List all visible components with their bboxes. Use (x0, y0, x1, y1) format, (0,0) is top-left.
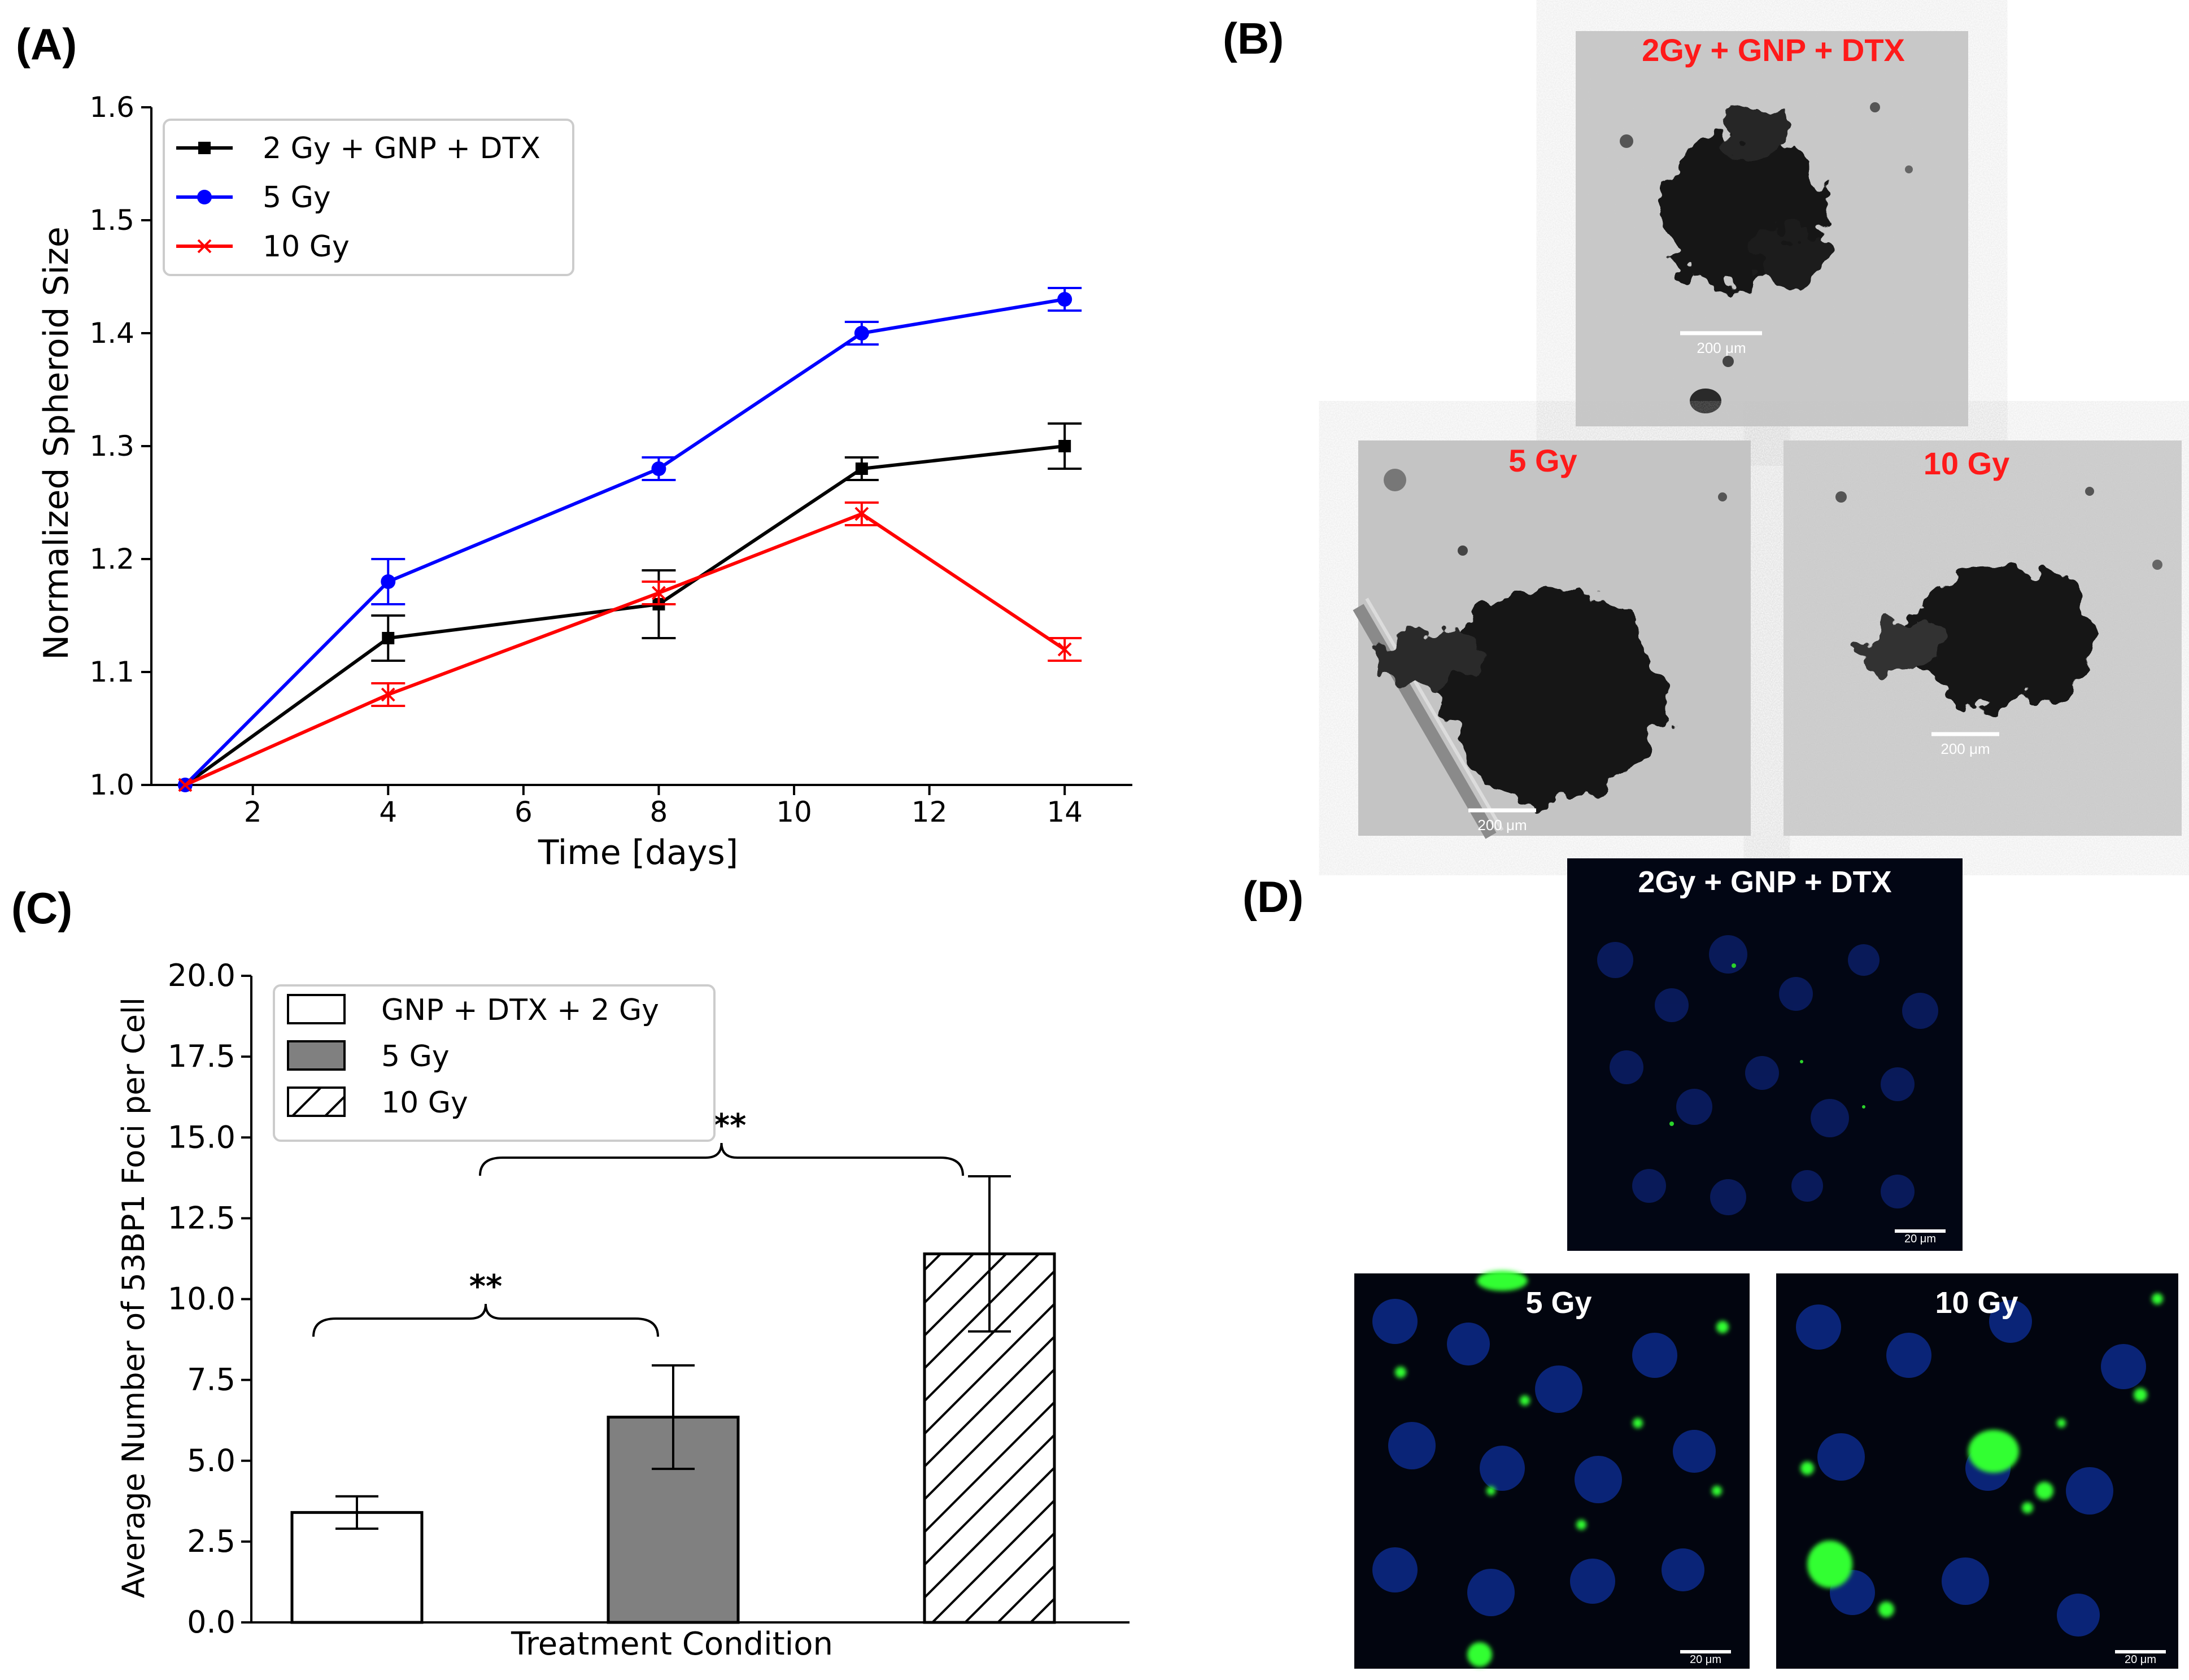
chart-c-ytick-label: 15.0 (168, 1119, 236, 1155)
chart-a-ytick-label: 1.6 (89, 91, 134, 124)
chart-a-legend-entry: 5 Gy (176, 181, 331, 215)
chart-a-series-1 (177, 287, 1082, 792)
scale-d-top: 20 μm (1904, 1233, 1936, 1245)
chart-a-legend: 2 Gy + GNP + DTX 5 Gy 10 Gy (163, 119, 574, 276)
chart-c-ticks: 0.0 2.5 5.0 7.5 10.0 12.5 15.0 17.5 20.0 (168, 958, 251, 1640)
chart-a-xtick-label: 2 (244, 796, 262, 828)
chart-a-point (178, 778, 193, 792)
chart-a-point (382, 632, 395, 644)
chart-a-ytick-label: 1.4 (89, 317, 134, 350)
chart-c-bar-0 (290, 1495, 424, 1624)
micrograph-b-left: 200 μm 5 Gy (1353, 440, 1751, 839)
chart-c-ylabel: Average Number of 53BP1 Foci per Cell (116, 997, 151, 1598)
chart-a-xlabel: Time [days] (538, 833, 738, 872)
chart-a-series-0 (178, 422, 1082, 791)
panel-letter-d: (D) (1242, 872, 1303, 922)
label-b-left: 5 Gy (1508, 443, 1577, 478)
label-d-right: 10 Gy (1935, 1286, 2018, 1320)
chart-c-bar-1 (607, 1364, 740, 1624)
chart-c-ytick-label: 17.5 (168, 1038, 236, 1074)
chart-c-bar-2 (923, 1175, 1056, 1624)
chart-a-xtick-label: 12 (912, 796, 948, 828)
chart-c-ytick-label: 5.0 (187, 1443, 236, 1478)
chart-a-point (1058, 440, 1071, 452)
chart-c-xlabel: Treatment Condition (511, 1626, 833, 1662)
chart-c-ytick-label: 2.5 (187, 1524, 236, 1559)
chart-a-xtick-label: 8 (650, 796, 668, 828)
scale-d-right: 20 μm (2125, 1653, 2156, 1666)
chart-c-bracket-0: ** (312, 1268, 659, 1337)
micrograph-b-top: 200 μm 2Gy + GNP + DTX (1576, 31, 1968, 426)
scale-d-left: 20 μm (1690, 1653, 1721, 1666)
chart-c-legend-entry: 5 Gy (287, 1040, 450, 1074)
panel-letter-b: (B) (1223, 14, 1284, 63)
scale-b-left: 200 μm (1477, 817, 1527, 834)
chart-a-ytick-label: 1.0 (89, 769, 134, 801)
scale-b-right: 200 μm (1941, 740, 1990, 757)
chart-a-legend-entry: 2 Gy + GNP + DTX (176, 132, 540, 165)
chart-a-legend-label: 5 Gy (263, 181, 331, 215)
chart-a-xtick-label: 10 (776, 796, 812, 828)
chart-a-legend-label: 2 Gy + GNP + DTX (263, 132, 540, 165)
chart-a-point (854, 326, 869, 341)
chart-c-legend-label: 10 Gy (381, 1086, 468, 1120)
chart-a-ytick-label: 1.2 (89, 543, 134, 575)
chart-a-xtick-label: 14 (1046, 796, 1083, 828)
label-b-right: 10 Gy (1924, 446, 2010, 481)
chart-a-point (1057, 292, 1072, 307)
label-d-top: 2Gy + GNP + DTX (1638, 865, 1891, 899)
chart-c-legend-label: GNP + DTX + 2 Gy (381, 993, 659, 1027)
micrograph-b-right: 200 μm 10 Gy (1784, 440, 2182, 836)
chart-a-ticks: 2 4 6 8 10 12 14 1.0 1.1 1.2 1.3 1.4 1.5 1.6 (89, 91, 1083, 828)
chart-c-legend-entry: 10 Gy (287, 1086, 468, 1120)
chart-c-ytick-label: 20.0 (168, 958, 236, 993)
chart-a-point (652, 586, 666, 600)
chart-c-error-bar (335, 1495, 378, 1530)
chart-c-error-bar (652, 1364, 695, 1470)
panel-letter-a: (A) (16, 19, 77, 69)
chart-a-series-2 (178, 501, 1082, 792)
chart-a-ylabel: Normalized Spheroid Size (37, 226, 76, 660)
chart-c-bar (290, 1511, 424, 1624)
chart-a-ytick-label: 1.5 (89, 204, 134, 237)
chart-c-significance-label: ** (469, 1268, 503, 1305)
chart-c-ytick-label: 0.0 (187, 1604, 236, 1640)
chart-a-legend-entry: 10 Gy (176, 230, 350, 264)
chart-a-ytick-label: 1.3 (89, 430, 134, 462)
chart-a-legend-label: 10 Gy (263, 230, 350, 264)
chart-a-xtick-label: 4 (379, 796, 397, 828)
chart-a-line (184, 512, 1066, 787)
micrograph-d-right: 20 μm 10 Gy (1776, 1273, 2178, 1669)
chart-a-ytick-label: 1.1 (89, 656, 134, 688)
chart-a-line (184, 298, 1065, 787)
foci-bar-chart: 0.02.55.07.510.012.515.017.520.0 ***** T… (116, 958, 1130, 1662)
chart-a-point (1057, 642, 1072, 657)
chart-c-legend-entry: GNP + DTX + 2 Gy (287, 993, 659, 1027)
scale-b-top: 200 μm (1697, 339, 1746, 356)
label-b-top: 2Gy + GNP + DTX (1642, 32, 1905, 68)
chart-a-point (854, 507, 869, 521)
panel-letter-c: (C) (11, 883, 72, 933)
chart-a-point (381, 574, 396, 589)
chart-a-xtick-label: 6 (514, 796, 533, 828)
chart-c-ytick-label: 7.5 (187, 1362, 236, 1398)
chart-c-error-bar (968, 1175, 1011, 1333)
chart-c-legend-label: 5 Gy (381, 1040, 450, 1074)
chart-a-line (184, 444, 1065, 787)
chart-c-bars (290, 1175, 1056, 1624)
chart-a-series (177, 287, 1082, 792)
chart-c-ytick-label: 10.0 (168, 1281, 236, 1317)
micrograph-d-top: 20 μm 2Gy + GNP + DTX (1567, 858, 1963, 1251)
micrograph-d-left: 20 μm 5 Gy (1354, 1271, 1750, 1669)
chart-a-point (651, 461, 666, 476)
chart-a-point (855, 462, 868, 475)
label-d-left: 5 Gy (1525, 1286, 1591, 1320)
chart-c-legend: GNP + DTX + 2 Gy 5 Gy 10 Gy (273, 984, 716, 1142)
spheroid-size-chart: 2 4 6 8 10 12 14 1.0 1.1 1.2 1.3 1.4 1.5 1.6 Time [da… (37, 91, 1132, 872)
chart-a-point (381, 687, 395, 702)
chart-c-ytick-label: 12.5 (168, 1200, 236, 1236)
